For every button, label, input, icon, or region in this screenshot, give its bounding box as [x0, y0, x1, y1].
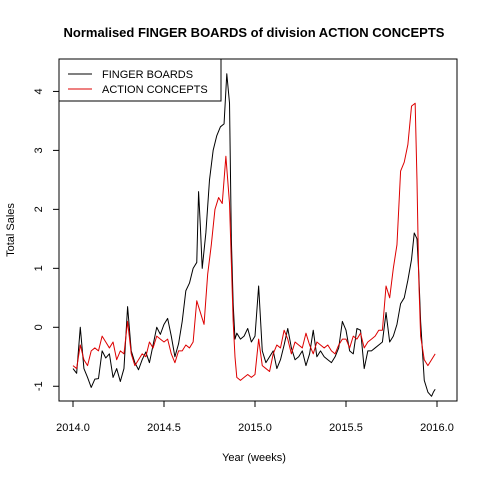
x-tick-label: 2015.5: [329, 422, 363, 434]
y-tick-label: 3: [33, 147, 45, 153]
y-tick-label: 1: [33, 265, 45, 271]
y-tick-label: 0: [33, 324, 45, 330]
y-axis-label: Total Sales: [5, 203, 17, 257]
x-tick-label: 2014.5: [147, 422, 181, 434]
x-axis-label: Year (weeks): [222, 452, 286, 464]
y-tick-label: -1: [33, 381, 45, 391]
x-axis: 2014.0 2014.5 2015.0 2015.5 2016.0: [56, 400, 454, 434]
x-tick-label: 2014.0: [56, 422, 90, 434]
legend-box: [58, 58, 222, 102]
x-tick-label: 2015.0: [238, 422, 272, 434]
x-tick-label: 2016.0: [420, 422, 454, 434]
y-tick-label: 4: [33, 88, 45, 94]
series-line-action-concepts: [72, 102, 436, 381]
y-tick-label: 2: [33, 206, 45, 212]
legend-label-action-concepts: ACTION CONCEPTS: [102, 84, 208, 96]
chart-title: Normalised FINGER BOARDS of division ACT…: [64, 25, 445, 40]
legend: FINGER BOARDS ACTION CONCEPTS: [58, 58, 222, 102]
series-line-finger-boards: [72, 73, 436, 397]
legend-label-finger-boards: FINGER BOARDS: [102, 69, 193, 81]
y-axis: -1 0 1 2 3 4: [33, 88, 60, 391]
series-layer: [72, 73, 436, 397]
